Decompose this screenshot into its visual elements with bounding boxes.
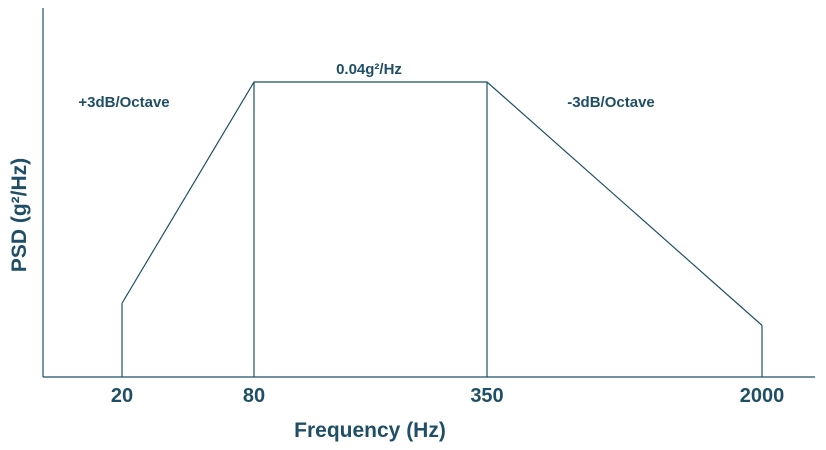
y-axis-label: PSD (g²/Hz) xyxy=(8,158,31,272)
psd-profile-line xyxy=(121,81,763,326)
annotation-0: +3dB/Octave xyxy=(78,94,169,111)
x-tick-label-80: 80 xyxy=(243,385,265,407)
axes xyxy=(42,8,815,378)
x-tick-label-20: 20 xyxy=(111,385,133,407)
labels-layer: 20 80 350 2000 Frequency (Hz) PSD (g²/Hz) +3dB… xyxy=(8,61,784,442)
series-layer xyxy=(121,81,763,377)
x-axis-label: Frequency (Hz) xyxy=(294,419,446,442)
x-tick-label-2000: 2000 xyxy=(740,385,785,407)
annotation-2: -3dB/Octave xyxy=(567,94,655,111)
x-tick-label-350: 350 xyxy=(470,385,503,407)
annotation-1: 0.04g²/Hz xyxy=(336,61,402,78)
